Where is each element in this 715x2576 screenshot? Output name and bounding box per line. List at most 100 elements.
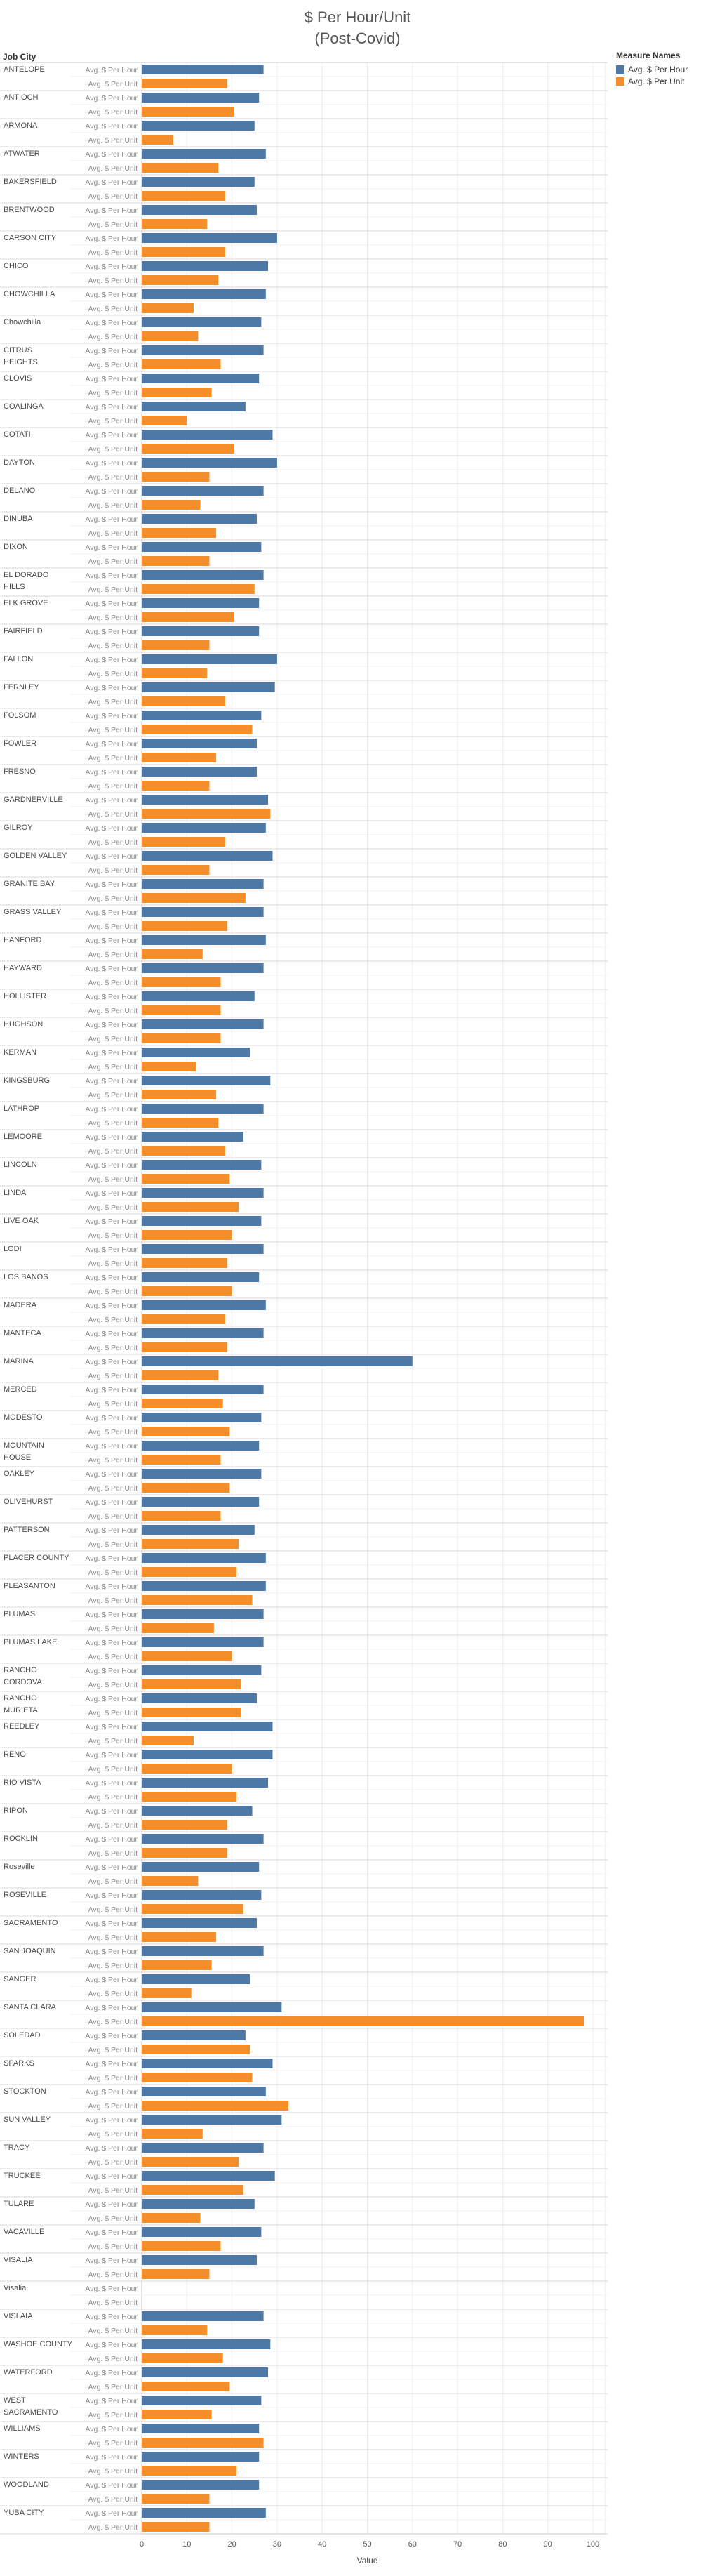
measure-label: Avg. $ Per Unit <box>88 305 138 313</box>
measure-label: Avg. $ Per Unit <box>88 2130 138 2139</box>
bar-per-unit <box>142 949 203 959</box>
bar-per-unit <box>142 2213 201 2223</box>
measure-label: Avg. $ Per Hour <box>85 2425 138 2433</box>
city-label: RANCHO CORDOVA <box>4 1666 42 1686</box>
bar-per-unit <box>142 2269 210 2279</box>
city-label: HOLLISTER <box>4 992 46 1000</box>
chart-title: $ Per Hour/Unit (Post-Covid) <box>0 7 715 49</box>
city-label: TULARE <box>4 2200 34 2208</box>
bar-per-hour <box>142 1806 253 1816</box>
city-label: LODI <box>4 1245 22 1253</box>
city-label: FERNLEY <box>4 683 39 692</box>
measure-label: Avg. $ Per Unit <box>88 2467 138 2476</box>
measure-label: Avg. $ Per Hour <box>85 1611 138 1619</box>
city-label: GOLDEN VALLEY <box>4 852 67 860</box>
city-label: CHOWCHILLA <box>4 290 55 298</box>
measure-label: Avg. $ Per Hour <box>85 1414 138 1422</box>
measure-label: Avg. $ Per Unit <box>88 2411 138 2419</box>
measure-label: Avg. $ Per Hour <box>85 1470 138 1479</box>
city-label: DINUBA <box>4 515 33 523</box>
measure-label: Avg. $ Per Hour <box>85 993 138 1001</box>
bar-per-hour <box>142 823 266 833</box>
bar-per-hour <box>142 542 262 552</box>
bar-per-unit <box>142 472 210 482</box>
bar-per-hour <box>142 570 264 580</box>
bar-per-hour <box>142 2367 269 2377</box>
measure-label: Avg. $ Per Unit <box>88 1990 138 1998</box>
city-label: GRASS VALLEY <box>4 908 62 916</box>
measure-label: Avg. $ Per Unit <box>88 670 138 678</box>
city-label: ROSEVILLE <box>4 1891 46 1899</box>
bar-per-unit <box>142 2157 239 2167</box>
measure-label: Avg. $ Per Hour <box>85 1133 138 1142</box>
city-label: SANGER <box>4 1975 36 1983</box>
x-axis-title: Value <box>357 2556 378 2565</box>
measure-label: Avg. $ Per Unit <box>88 698 138 706</box>
bar-per-unit <box>142 275 219 285</box>
bar-per-unit <box>142 977 221 987</box>
measure-label: Avg. $ Per Unit <box>88 782 138 791</box>
city-label: SOLEDAD <box>4 2031 41 2040</box>
bar-per-unit <box>142 2045 250 2054</box>
bar-per-hour <box>142 2059 273 2068</box>
measure-label: Avg. $ Per Hour <box>85 628 138 636</box>
measure-label: Avg. $ Per Unit <box>88 923 138 931</box>
measure-label: Avg. $ Per Unit <box>88 2243 138 2251</box>
bar-per-unit <box>142 1062 196 1071</box>
city-label: DIXON <box>4 543 28 551</box>
city-label: MANTECA <box>4 1329 41 1337</box>
legend-title: Measure Names <box>616 51 681 60</box>
measure-label: Avg. $ Per Hour <box>85 2088 138 2096</box>
bar-per-hour <box>142 2199 255 2209</box>
bar-per-unit <box>142 1258 228 1268</box>
measure-label: Avg. $ Per Unit <box>88 586 138 594</box>
bar-per-unit <box>142 2353 223 2363</box>
measure-label: Avg. $ Per Hour <box>85 1667 138 1675</box>
city-label: FALLON <box>4 655 33 663</box>
measure-label: Avg. $ Per Unit <box>88 1962 138 1970</box>
bar-per-unit <box>142 1848 228 1858</box>
bar-per-unit <box>142 1736 194 1745</box>
x-tick-label: 40 <box>318 2540 326 2549</box>
bar-per-hour <box>142 879 264 889</box>
bar-per-unit <box>142 725 253 734</box>
bar-per-unit <box>142 1427 230 1436</box>
bar-per-unit <box>142 388 212 397</box>
measure-label: Avg. $ Per Unit <box>88 1175 138 1184</box>
measure-label: Avg. $ Per Unit <box>88 333 138 341</box>
bar-per-hour <box>142 654 277 664</box>
measure-label: Avg. $ Per Hour <box>85 1695 138 1703</box>
bar-per-unit <box>142 2466 237 2476</box>
measure-label: Avg. $ Per Unit <box>88 1849 138 1858</box>
bar-per-unit <box>142 1651 232 1661</box>
measure-label: Avg. $ Per Unit <box>88 1288 138 1296</box>
legend-swatch-unit <box>616 77 624 86</box>
measure-label: Avg. $ Per Hour <box>85 1161 138 1170</box>
bar-per-unit <box>142 219 208 229</box>
city-label: COTATI <box>4 430 31 439</box>
bar-per-unit <box>142 191 225 201</box>
measure-label: Avg. $ Per Unit <box>88 951 138 959</box>
city-label: WASHOE COUNTY <box>4 2340 73 2349</box>
measure-label: Avg. $ Per Hour <box>85 740 138 748</box>
x-tick-label: 90 <box>544 2540 552 2549</box>
measure-label: Avg. $ Per Hour <box>85 2313 138 2321</box>
measure-label: Avg. $ Per Unit <box>88 1905 138 1914</box>
legend-item-hour[interactable]: Avg. $ Per Hour <box>616 63 688 75</box>
bar-per-hour <box>142 261 269 271</box>
measure-label: Avg. $ Per Unit <box>88 2495 138 2504</box>
bar-per-hour <box>142 2030 246 2040</box>
bar-per-unit <box>142 1567 237 1577</box>
measure-label: Avg. $ Per Hour <box>85 1891 138 1900</box>
legend-item-unit[interactable]: Avg. $ Per Unit <box>616 75 688 87</box>
bar-per-hour <box>142 991 255 1001</box>
bar-per-hour <box>142 402 246 411</box>
measure-label: Avg. $ Per Hour <box>85 150 138 159</box>
measure-label: Avg. $ Per Hour <box>85 2116 138 2125</box>
measure-label: Avg. $ Per Hour <box>85 1498 138 1507</box>
city-label: EL DORADO HILLS <box>4 571 49 591</box>
measure-label: Avg. $ Per Hour <box>85 1751 138 1759</box>
city-label: MODESTO <box>4 1413 43 1422</box>
measure-label: Avg. $ Per Hour <box>85 1948 138 1956</box>
bar-per-unit <box>142 1005 221 1015</box>
